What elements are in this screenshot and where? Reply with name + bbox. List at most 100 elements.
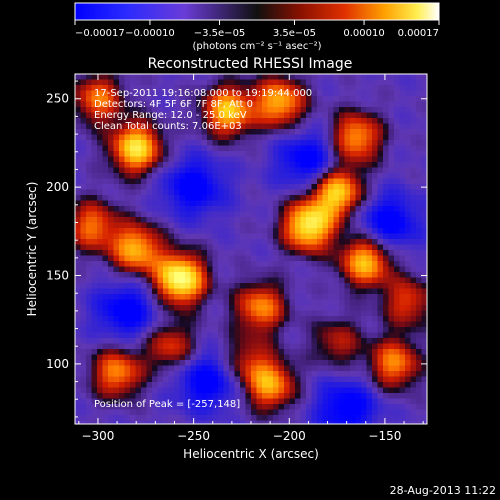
heatmap-cell <box>196 321 202 328</box>
heatmap-cell <box>421 90 427 97</box>
heatmap-cell <box>377 343 384 350</box>
heatmap-cell <box>300 393 307 399</box>
heatmap-cell <box>234 420 241 424</box>
heatmap-cell <box>377 244 384 251</box>
heatmap-cell <box>372 112 378 119</box>
heatmap-cell <box>284 250 290 256</box>
heatmap-cell <box>124 173 131 179</box>
heatmap-cell <box>295 349 301 355</box>
heatmap-cell <box>163 420 169 424</box>
heatmap-cell <box>179 272 186 278</box>
heatmap-cell <box>306 283 312 289</box>
heatmap-cell <box>388 200 395 207</box>
heatmap-cell <box>102 228 109 234</box>
heatmap-cell <box>372 239 378 245</box>
heatmap-cell <box>91 338 98 344</box>
heatmap-cell <box>256 261 263 267</box>
heatmap-cell <box>388 189 395 196</box>
heatmap-cell <box>399 321 406 328</box>
heatmap-cell <box>295 420 301 424</box>
heatmap-cell <box>399 189 406 196</box>
heatmap-cell <box>262 162 268 168</box>
heatmap-cell <box>361 393 367 399</box>
heatmap-cell <box>240 173 246 179</box>
heatmap-cell <box>245 321 252 328</box>
heatmap-cell <box>273 96 279 102</box>
heatmap-cell <box>174 310 180 317</box>
heatmap-cell <box>416 343 422 350</box>
heatmap-cell <box>97 145 103 152</box>
heatmap-cell <box>383 167 389 174</box>
heatmap-cell <box>394 90 400 97</box>
heatmap-cell <box>130 316 136 322</box>
heatmap-cell <box>361 338 367 344</box>
heatmap-cell <box>251 217 257 223</box>
heatmap-cell <box>212 261 219 267</box>
heatmap-cell <box>207 250 213 256</box>
heatmap-cell <box>410 79 417 86</box>
heatmap-cell <box>284 96 290 102</box>
heatmap-cell <box>339 354 345 361</box>
heatmap-cell <box>262 134 268 141</box>
heatmap-cell <box>119 393 125 399</box>
heatmap-cell <box>130 327 136 333</box>
heatmap-cell <box>218 189 224 196</box>
heatmap-cell <box>344 288 351 295</box>
heatmap-cell <box>124 327 131 333</box>
heatmap-cell <box>372 151 378 157</box>
heatmap-cell <box>273 118 279 124</box>
heatmap-cell <box>267 79 274 86</box>
heatmap-cell <box>179 206 186 212</box>
heatmap-cell <box>86 338 92 344</box>
heatmap-cell <box>196 349 202 355</box>
heatmap-cell <box>75 178 81 185</box>
heatmap-cell <box>119 294 125 300</box>
heatmap-cell <box>168 85 175 91</box>
heatmap-cell <box>141 244 147 251</box>
heatmap-cell <box>157 305 164 311</box>
heatmap-cell <box>212 85 219 91</box>
heatmap-cell <box>146 382 153 388</box>
heatmap-cell <box>75 222 81 229</box>
heatmap-cell <box>295 217 301 223</box>
heatmap-cell <box>251 360 257 366</box>
heatmap-cell <box>97 74 103 80</box>
heatmap-cell <box>245 140 252 146</box>
heatmap-cell <box>405 200 411 207</box>
heatmap-cell <box>218 310 224 317</box>
heatmap-cell <box>201 74 208 80</box>
heatmap-cell <box>421 233 427 240</box>
heatmap-cell <box>421 266 427 273</box>
heatmap-cell <box>322 327 329 333</box>
heatmap-cell <box>388 343 395 350</box>
heatmap-cell <box>273 228 279 234</box>
heatmap-cell <box>212 332 219 339</box>
heatmap-cell <box>91 398 98 405</box>
heatmap-cell <box>130 233 136 240</box>
heatmap-cell <box>108 382 114 388</box>
heatmap-cell <box>377 316 384 322</box>
heatmap-cell <box>179 145 186 152</box>
heatmap-cell <box>146 107 153 113</box>
heatmap-cell <box>289 393 296 399</box>
heatmap-cell <box>361 387 367 394</box>
heatmap-cell <box>113 112 120 119</box>
heatmap-cell <box>333 200 340 207</box>
heatmap-cell <box>119 211 125 218</box>
heatmap-cell <box>124 409 131 416</box>
heatmap-cell <box>322 398 329 405</box>
heatmap-cell <box>234 299 241 306</box>
heatmap-cell <box>119 250 125 256</box>
heatmap-cell <box>218 90 224 97</box>
heatmap-cell <box>168 365 175 372</box>
heatmap-cell <box>344 310 351 317</box>
heatmap-cell <box>295 156 301 163</box>
heatmap-cell <box>130 173 136 179</box>
heatmap-cell <box>245 261 252 267</box>
heatmap-cell <box>201 101 208 108</box>
heatmap-cell <box>322 338 329 344</box>
heatmap-cell <box>190 129 197 135</box>
heatmap-cell <box>344 409 351 416</box>
heatmap-cell <box>80 255 87 262</box>
heatmap-cell <box>251 365 257 372</box>
